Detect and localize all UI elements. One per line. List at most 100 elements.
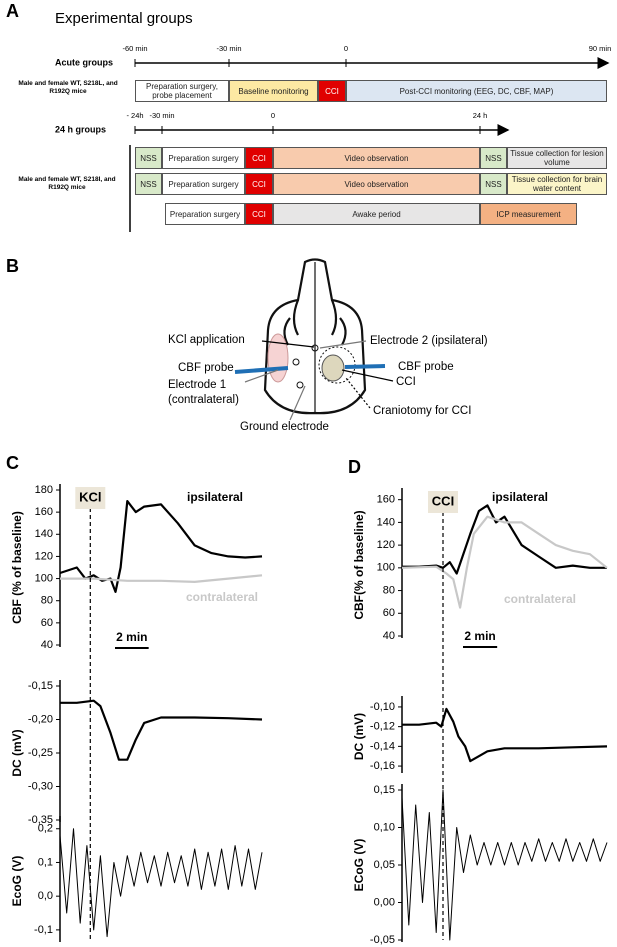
y-axis-label: ECoG (V): [352, 839, 366, 892]
y-tick-label: -0,05: [370, 934, 395, 946]
y-tick-label: 40: [41, 639, 53, 651]
skull-label: Ground electrode: [240, 421, 329, 433]
skull-drawing: [263, 258, 367, 415]
y-tick-label: 180: [35, 484, 53, 496]
timeline-box: NSS: [135, 173, 162, 195]
skull-label: Craniotomy for CCI: [373, 405, 471, 417]
timeline-box: Preparation surgery, probe placement: [135, 80, 229, 102]
probe-lines: [234, 364, 386, 374]
timeline-label: 90 min: [589, 44, 612, 53]
timeline-box: ICP measurement: [480, 203, 577, 225]
skull-label: KCl application: [168, 334, 245, 346]
y-tick-label: -0,20: [28, 713, 53, 725]
panel-letter: B: [6, 256, 19, 276]
timeline-box: Baseline monitoring: [229, 80, 318, 102]
y-tick-label: 80: [41, 595, 53, 607]
event-label-box: [75, 487, 106, 509]
data-line: [402, 707, 608, 763]
series-label: ipsilateral: [187, 490, 243, 504]
timeline-box: Tissue collection for lesion volume: [507, 147, 607, 169]
y-axis-label: EcoG (V): [10, 856, 24, 907]
skull-label: (contralateral): [168, 394, 239, 406]
data-line: [402, 504, 607, 575]
y-tick-label: 100: [377, 562, 395, 574]
timeline-box: Awake period: [273, 203, 480, 225]
timeline-label: -30 min: [149, 111, 174, 120]
skull-label: CCI: [396, 376, 416, 388]
y-tick-label: -0,10: [370, 701, 395, 713]
y-axis-label: CBF (% of baseline): [10, 511, 24, 624]
timeline-box: NSS: [480, 173, 507, 195]
timeline-box: Preparation surgery: [162, 173, 245, 195]
group-label: Acute groups: [55, 57, 113, 67]
timeline-box: Preparation surgery: [162, 147, 245, 169]
panel-letter: C: [6, 453, 19, 473]
y-tick-label: 160: [377, 494, 395, 506]
event-label-box: [428, 491, 458, 513]
timeline-box: Video observation: [273, 147, 480, 169]
y-tick-label: 80: [383, 584, 395, 596]
y-tick-label: -0,35: [28, 814, 53, 826]
y-tick-label: -0,16: [370, 760, 395, 772]
timeline-label: -60 min: [122, 44, 147, 53]
data-line: [60, 699, 263, 761]
y-tick-label: -0,1: [34, 924, 53, 936]
y-tick-label: 100: [35, 572, 53, 584]
y-tick-label: 40: [383, 630, 395, 642]
y-tick-label: -0,14: [370, 740, 395, 752]
timeline-box: CCI: [318, 80, 346, 102]
y-axis-label: CBF(% of baseline): [352, 510, 366, 619]
panel-title: Experimental groups: [55, 10, 193, 27]
y-tick-label: 140: [377, 516, 395, 528]
y-tick-label: -0,15: [28, 680, 53, 692]
timeline-box: NSS: [480, 147, 507, 169]
y-tick-label: -0,30: [28, 780, 53, 792]
panel-letter: A: [6, 1, 19, 21]
y-tick-label: 60: [383, 607, 395, 619]
y-tick-label: 0,0: [38, 890, 53, 902]
panel-letter: D: [348, 457, 361, 477]
series-label: contralateral: [186, 590, 258, 604]
timeline-box: Tissue collection for brain water conten…: [507, 173, 607, 195]
data-line: [59, 500, 263, 593]
timeline-box: CCI: [245, 147, 273, 169]
timeline-box: Preparation surgery: [165, 203, 245, 225]
timeline-label: - 24h: [126, 111, 143, 120]
timeline-label: -30 min: [216, 44, 241, 53]
y-tick-label: -0,25: [28, 747, 53, 759]
group-label: 24 h groups: [55, 124, 106, 134]
skull-label: Electrode 2 (ipsilateral): [370, 335, 488, 347]
data-line: [59, 828, 263, 938]
skull-label: CBF probe: [178, 362, 234, 374]
data-line: [60, 574, 263, 583]
y-tick-label: 0,15: [374, 784, 395, 796]
scale-bar-label: 2 min: [464, 629, 495, 643]
event-label: CCI: [432, 493, 454, 508]
y-tick-label: 0,2: [38, 823, 53, 835]
subjects-label: Male and female WT, S218L, and R192Q mic…: [18, 80, 118, 95]
y-tick-label: -0,12: [370, 721, 395, 733]
timeline-box: Post-CCI monitoring (EEG, DC, CBF, MAP): [346, 80, 607, 102]
scale-bar-label: 2 min: [116, 630, 147, 644]
event-label: KCl: [79, 489, 101, 504]
y-tick-label: 160: [35, 506, 53, 518]
data-line: [401, 515, 608, 609]
y-tick-label: 60: [41, 617, 53, 629]
timeline-label: 0: [271, 111, 275, 120]
y-tick-label: 120: [377, 539, 395, 551]
y-axis-label: DC (mV): [352, 713, 366, 760]
timeline-box: NSS: [135, 147, 162, 169]
timeline-label: 0: [344, 44, 348, 53]
y-axis-label: DC (mV): [10, 729, 24, 776]
leader-lines: [244, 340, 394, 421]
y-tick-label: 0,05: [374, 859, 395, 871]
data-line: [401, 789, 608, 941]
y-tick-label: 120: [35, 550, 53, 562]
timeline-box: Video observation: [273, 173, 480, 195]
timeline-box: CCI: [245, 173, 273, 195]
subjects-label: Male and female WT, S218I, and R192Q mic…: [18, 176, 116, 191]
timeline-box: CCI: [245, 203, 273, 225]
y-tick-label: 0,10: [374, 821, 395, 833]
